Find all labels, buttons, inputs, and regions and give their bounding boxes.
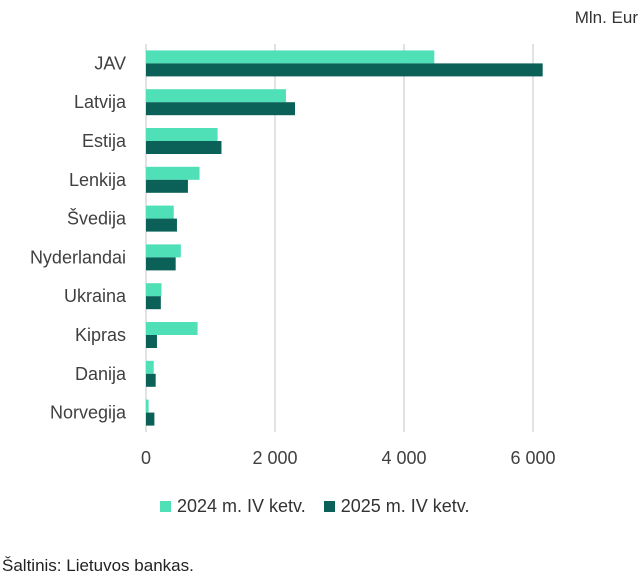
category-label-8: Danija (75, 364, 127, 384)
x-tick-label-3: 6 000 (510, 448, 555, 468)
x-tick-label-1: 2 000 (252, 448, 297, 468)
unit-label: Mln. Eur (574, 8, 638, 27)
category-label-4: Švedija (67, 208, 127, 229)
bar-chart: 0 2 000 4 000 6 000 JAV Latvija Estija Lenkija Š… (30, 44, 556, 468)
bar-2025-4 (146, 218, 177, 232)
legend-label-series-2: 2025 m. IV ketv. (340, 496, 470, 516)
bar-2025-2 (146, 141, 222, 154)
bar-2024-9 (146, 399, 149, 413)
category-label-0: JAV (94, 53, 126, 73)
legend-item-series-2: 2025 m. IV ketv. (323, 496, 470, 517)
x-tick-label-2: 4 000 (381, 448, 426, 468)
bar-2024-6 (146, 283, 162, 297)
bar-2024-4 (146, 205, 174, 219)
legend-label-series-1: 2024 m. IV ketv. (177, 496, 306, 516)
bar-2024-8 (146, 360, 154, 374)
legend-swatch-series-1 (160, 501, 171, 512)
bar-2025-9 (146, 412, 155, 426)
category-label-1: Latvija (74, 92, 127, 112)
category-label-5: Nyderlandai (30, 247, 126, 267)
bar-2024-0 (146, 50, 435, 64)
bar-2024-3 (146, 166, 200, 180)
bar-2024-7 (146, 322, 198, 335)
bar-2025-7 (146, 335, 157, 348)
bar-2025-0 (146, 63, 543, 77)
legend-item-series-1: 2024 m. IV ketv. (160, 496, 306, 517)
bar-2025-1 (146, 102, 295, 116)
legend-swatch-series-2 (323, 501, 335, 512)
legend: 2024 m. IV ketv. 2025 m. IV ketv. (160, 496, 469, 517)
category-label-6: Ukraina (64, 286, 127, 306)
bar-2025-3 (146, 179, 188, 193)
category-label-3: Lenkija (69, 170, 127, 190)
bar-2024-1 (146, 89, 286, 103)
bar-2025-5 (146, 257, 176, 271)
bar-2025-6 (146, 296, 161, 310)
bar-2025-8 (146, 373, 156, 387)
bar-2024-2 (146, 128, 218, 141)
x-tick-label-0: 0 (141, 448, 151, 468)
bar-2024-5 (146, 244, 181, 258)
source-note: Šaltinis: Lietuvos bankas. (2, 556, 194, 575)
category-label-2: Estija (82, 131, 127, 151)
category-label-9: Norvegija (50, 403, 127, 423)
category-label-7: Kipras (75, 325, 126, 345)
